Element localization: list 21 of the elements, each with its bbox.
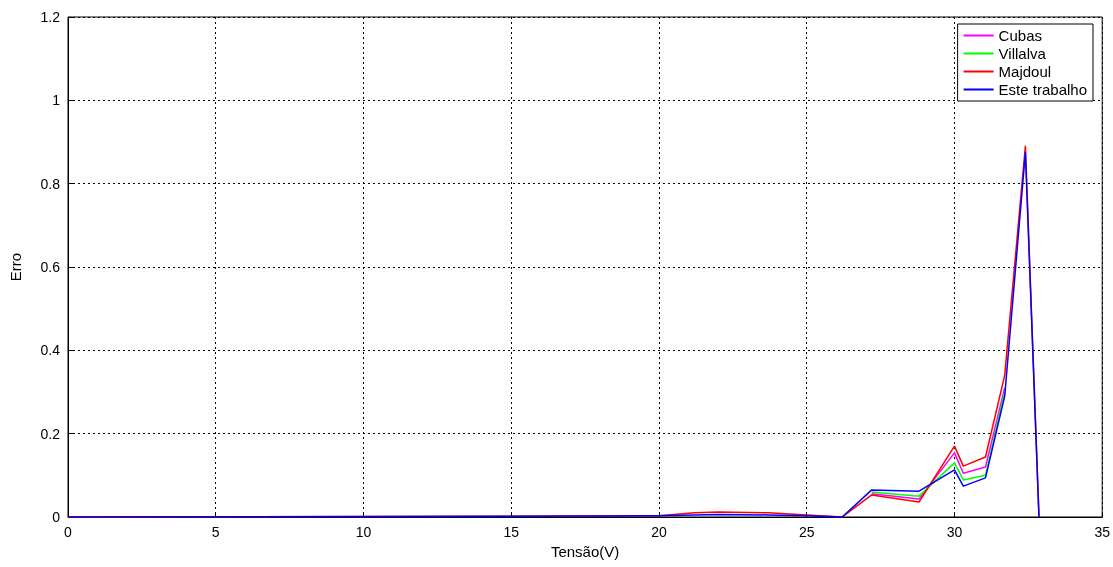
legend-label: Cubas bbox=[998, 27, 1042, 44]
x-tick-label: 0 bbox=[64, 524, 73, 540]
legend-label: Este trabalho bbox=[998, 81, 1087, 98]
x-tick-label: 5 bbox=[211, 524, 220, 540]
legend-label: Majdoul bbox=[998, 63, 1052, 80]
x-tick-label: 35 bbox=[1094, 524, 1111, 540]
x-tick-label: 20 bbox=[651, 524, 667, 540]
y-axis-title: Erro bbox=[7, 252, 24, 282]
y-tick-label: 0.6 bbox=[40, 259, 61, 275]
x-tick-label: 30 bbox=[946, 524, 963, 540]
legend-label: Villalva bbox=[998, 45, 1047, 62]
x-tick-label: 25 bbox=[798, 524, 815, 540]
x-tick-label: 15 bbox=[503, 524, 520, 540]
y-tick-label: 0.4 bbox=[40, 342, 61, 359]
y-tick-label: 0 bbox=[52, 509, 61, 525]
x-axis-title: Tensão(V) bbox=[550, 542, 620, 560]
y-tick-label: 1.2 bbox=[40, 9, 61, 25]
y-tick-label: 1 bbox=[52, 92, 61, 109]
y-tick-label: 0.2 bbox=[40, 425, 61, 442]
x-tick-label: 10 bbox=[355, 524, 372, 540]
y-tick-label: 0.8 bbox=[40, 175, 61, 192]
